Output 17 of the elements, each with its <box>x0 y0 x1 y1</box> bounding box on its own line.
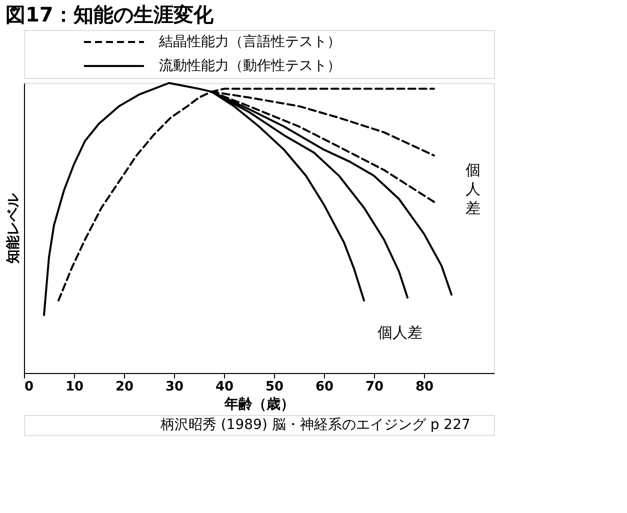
x-tick-label: 20 <box>115 380 134 394</box>
y-axis-title: 知能レベル <box>6 192 22 264</box>
x-tick-label: 40 <box>215 380 234 394</box>
x-tick-label: 80 <box>415 380 434 394</box>
x-tick-label: 50 <box>265 380 284 394</box>
x-tick-label: 30 <box>165 380 184 394</box>
text: 柄沢昭秀 (1989) 脳・神経系のエイジング p 227 <box>159 417 470 433</box>
annotation: 個人差 <box>378 323 422 342</box>
x-tick-label: 70 <box>365 380 384 394</box>
chart-title: 図17：知能の生涯変化 <box>6 2 214 26</box>
x-tick-label: 60 <box>315 380 334 394</box>
x-tick-label: 0 <box>24 380 34 394</box>
legend-label: 流動性能力（動作性テスト） <box>159 58 341 74</box>
annotation: 個人差 <box>465 161 480 217</box>
x-tick-label: 10 <box>65 380 84 394</box>
legend-label: 結晶性能力（言語性テスト） <box>158 34 341 50</box>
x-axis-title: 年齢（歳） <box>224 396 294 412</box>
